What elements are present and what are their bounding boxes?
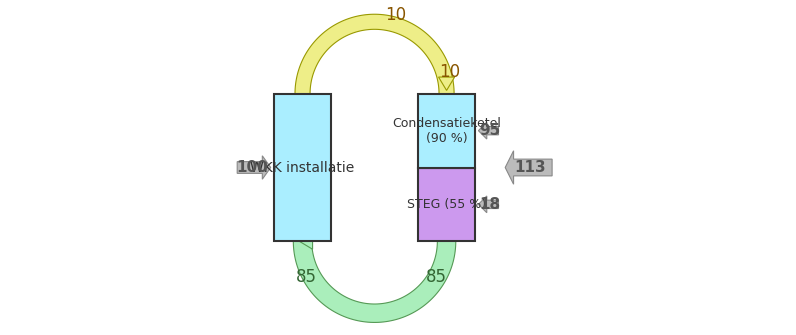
FancyArrow shape xyxy=(478,122,498,139)
FancyBboxPatch shape xyxy=(418,94,475,168)
Text: 10: 10 xyxy=(439,63,461,81)
FancyBboxPatch shape xyxy=(418,168,475,241)
FancyArrow shape xyxy=(478,196,498,213)
Text: Condensatieketel
(90 %): Condensatieketel (90 %) xyxy=(392,117,501,145)
Text: WKK installatie: WKK installatie xyxy=(251,160,355,175)
Text: 95: 95 xyxy=(479,123,501,138)
Text: 18: 18 xyxy=(479,197,501,212)
FancyArrow shape xyxy=(505,151,552,184)
Text: 10: 10 xyxy=(385,6,407,24)
Text: STEG (55 %): STEG (55 %) xyxy=(407,198,486,211)
Polygon shape xyxy=(299,233,313,249)
Text: 100: 100 xyxy=(236,160,268,175)
FancyBboxPatch shape xyxy=(274,94,331,241)
PathPatch shape xyxy=(293,241,456,322)
Polygon shape xyxy=(439,77,455,90)
Text: 85: 85 xyxy=(426,268,447,286)
Text: 85: 85 xyxy=(295,268,316,286)
Text: 113: 113 xyxy=(514,160,546,175)
FancyArrow shape xyxy=(237,156,271,179)
PathPatch shape xyxy=(295,14,454,94)
